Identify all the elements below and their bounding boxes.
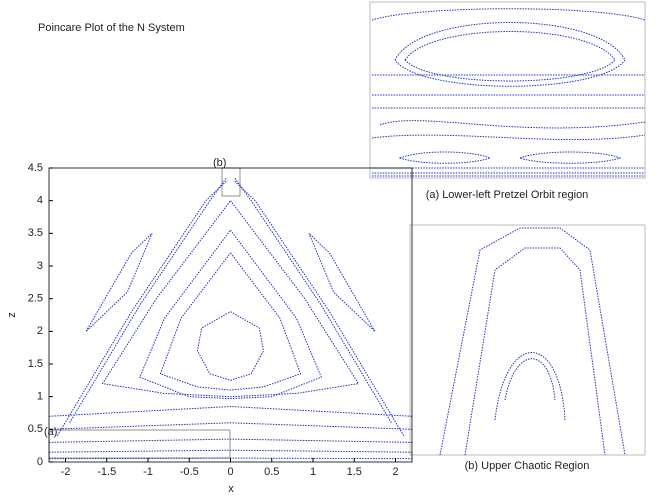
y-tick-label: 2 xyxy=(37,325,43,337)
y-tick-label: 4.5 xyxy=(28,162,43,174)
y-tick-label: 0.5 xyxy=(28,423,43,435)
orbit xyxy=(234,177,392,424)
inset-frame xyxy=(369,1,646,179)
inset-orbit xyxy=(439,227,626,456)
x-tick-label: -1.5 xyxy=(97,466,116,478)
zoom-box xyxy=(221,167,241,197)
x-tick-label: -1 xyxy=(143,466,153,478)
x-tick-label: 1.5 xyxy=(347,466,362,478)
inset-orbit xyxy=(372,167,645,177)
x-tick-label: 1 xyxy=(310,466,316,478)
inset-orbit xyxy=(371,120,646,141)
orbit xyxy=(234,180,405,437)
y-tick-label: 0 xyxy=(37,456,43,468)
orbit xyxy=(85,232,153,332)
y-tick-label: 3 xyxy=(37,260,43,272)
orbit xyxy=(48,405,413,417)
x-tick-label: -2 xyxy=(61,466,71,478)
orbit xyxy=(308,232,376,332)
orbit xyxy=(69,177,227,424)
inset-caption: (b) Upper Chaotic Region xyxy=(465,460,590,472)
annotation: (a) xyxy=(44,426,57,438)
inset-frame xyxy=(409,224,646,456)
y-tick-label: 1.5 xyxy=(28,358,43,370)
inset-orbit xyxy=(494,352,566,421)
inset-orbit xyxy=(394,22,626,87)
y-tick-label: 3.5 xyxy=(28,227,43,239)
zoom-box xyxy=(48,429,231,459)
orbit xyxy=(196,311,265,381)
orbit xyxy=(48,422,413,430)
y-tick-label: 4 xyxy=(37,195,43,207)
orbit xyxy=(48,449,413,453)
orbit xyxy=(101,200,360,398)
orbit xyxy=(139,229,322,400)
x-tick-label: -0.5 xyxy=(180,466,199,478)
y-tick-label: 2.5 xyxy=(28,293,43,305)
orbit xyxy=(56,180,227,437)
x-axis-label: x xyxy=(228,483,234,495)
orbit xyxy=(159,252,302,391)
x-tick-label: 0 xyxy=(227,466,233,478)
inset-caption: (a) Lower-left Pretzel Orbit region xyxy=(426,189,589,201)
inset-orbit xyxy=(372,74,645,109)
orbit xyxy=(48,438,413,443)
inset-a: (a) Lower-left Pretzel Orbit region xyxy=(369,1,646,201)
x-tick-label: 2 xyxy=(392,466,398,478)
y-tick-label: 1 xyxy=(37,391,43,403)
x-tick-label: 0.5 xyxy=(264,466,279,478)
plot-frame xyxy=(48,167,413,463)
inset-b: (b) Upper Chaotic Region xyxy=(409,224,646,472)
inset-orbit xyxy=(371,8,646,21)
inset-orbit xyxy=(398,151,622,164)
chart-title: Poincare Plot of the N System xyxy=(38,22,185,34)
annotation: (b) xyxy=(213,157,226,169)
y-axis-label: z xyxy=(6,312,18,318)
